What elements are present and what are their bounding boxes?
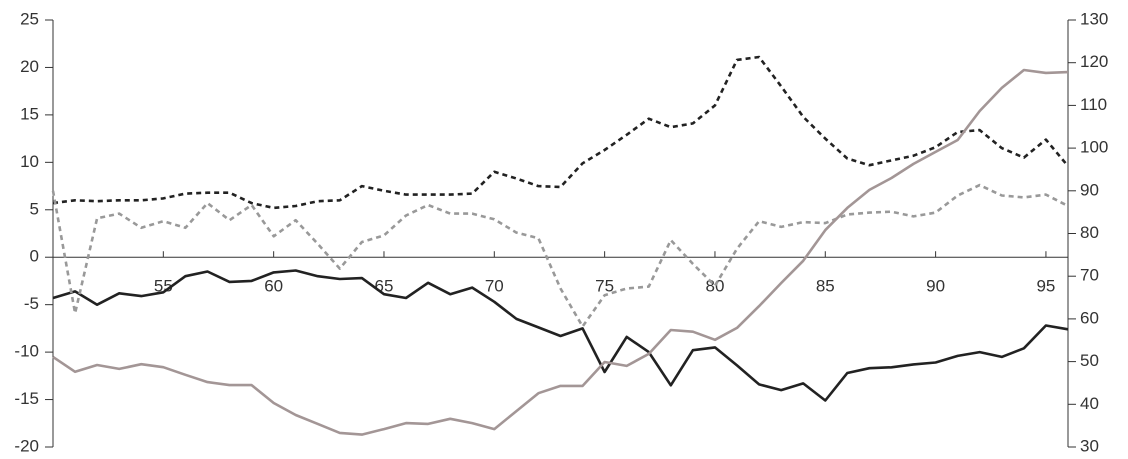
y-tick-label: -5 xyxy=(24,294,39,313)
x-tick-label: 55 xyxy=(154,277,173,296)
y2-tick-label: 30 xyxy=(1080,436,1099,455)
x-tick-label: 70 xyxy=(485,277,504,296)
y-tick-label: -10 xyxy=(14,342,39,361)
y-tick-label: -20 xyxy=(14,436,39,455)
y2-tick-label: 120 xyxy=(1080,52,1108,71)
y2-tick-label: 70 xyxy=(1080,266,1099,285)
y-tick-label: 20 xyxy=(20,57,39,76)
y2-tick-label: 110 xyxy=(1080,95,1107,114)
series-line xyxy=(52,68,1069,436)
x-tick-label: 75 xyxy=(595,277,614,296)
y2-tick-label: 90 xyxy=(1080,180,1099,199)
y2-tick-label: 130 xyxy=(1080,9,1108,28)
series-line xyxy=(52,269,1069,402)
x-tick-label: 60 xyxy=(264,277,283,296)
y2-tick-label: 80 xyxy=(1080,223,1099,242)
y-tick-label: 10 xyxy=(20,152,39,171)
y-tick-label: 25 xyxy=(20,9,39,28)
series-line xyxy=(51,183,1069,328)
x-tick-label: 90 xyxy=(926,277,945,296)
y-tick-label: 0 xyxy=(30,247,39,266)
y-tick-label: 15 xyxy=(20,104,39,123)
series-line xyxy=(52,55,1069,210)
y2-tick-label: 100 xyxy=(1080,138,1108,157)
y-tick-label: 5 xyxy=(30,199,39,218)
x-tick-label: 80 xyxy=(705,277,724,296)
x-tick-label: 85 xyxy=(816,277,835,296)
y2-tick-label: 50 xyxy=(1080,351,1099,370)
x-tick-label: 95 xyxy=(1036,277,1055,296)
y-tick-label: -15 xyxy=(14,389,39,408)
y2-tick-label: 60 xyxy=(1080,308,1099,327)
y2-tick-label: 40 xyxy=(1080,394,1099,413)
